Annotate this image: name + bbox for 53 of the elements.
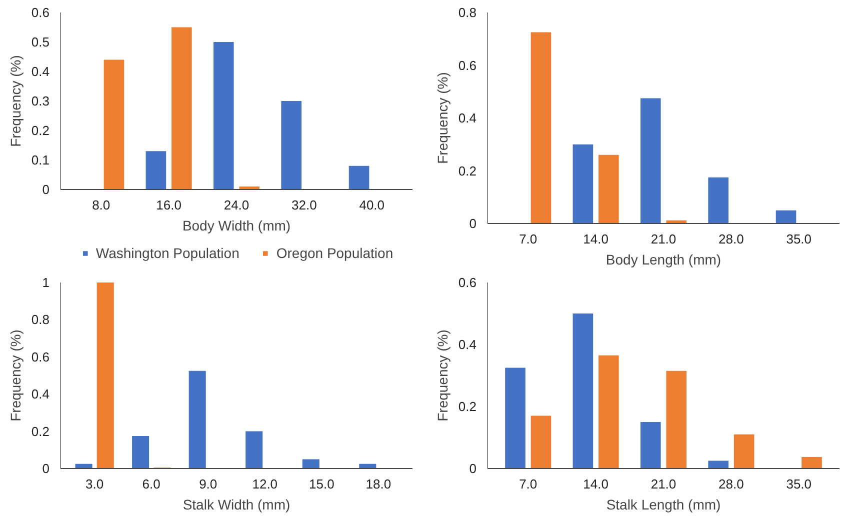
y-tick-label: 0.2 <box>458 163 477 178</box>
x-tick-label: 21.0 <box>650 232 676 246</box>
legend-label: Washington Population <box>96 245 240 261</box>
x-tick-label: 9.0 <box>199 476 218 492</box>
x-tick-label: 24.0 <box>224 198 250 212</box>
x-tick-label: 35.0 <box>786 232 812 246</box>
x-axis-title: Stalk Length (mm) <box>606 496 721 512</box>
x-tick-label: 32.0 <box>292 198 317 212</box>
x-tick-label: 3.0 <box>86 476 104 492</box>
y-tick-label: 0.6 <box>458 58 477 73</box>
x-tick-label: 28.0 <box>718 476 744 492</box>
y-tick-label: 0.8 <box>458 5 477 20</box>
x-axis-title: Stalk Width (mm) <box>182 496 290 512</box>
y-tick-label: 0.6 <box>458 275 477 290</box>
y-tick-label: 0.2 <box>458 399 477 414</box>
x-tick-label: 6.0 <box>142 476 160 492</box>
y-tick-label: 0.4 <box>31 64 50 79</box>
y-tick-label: 1 <box>42 275 50 290</box>
y-tick-label: 0.2 <box>31 123 50 138</box>
y-tick-label: 0.6 <box>31 349 50 364</box>
y-tick-label: 0 <box>469 461 477 476</box>
x-tick-label: 7.0 <box>519 232 538 246</box>
y-tick-label: 0.8 <box>31 312 50 328</box>
x-tick-label: 21.0 <box>650 476 676 492</box>
x-tick-label: 40.0 <box>359 198 385 212</box>
legend-label: Oregon Population <box>276 245 394 261</box>
y-tick-label: 0.5 <box>31 34 50 50</box>
y-tick-label: 0.4 <box>31 386 50 402</box>
x-tick-label: 28.0 <box>718 232 744 246</box>
x-tick-label: 8.0 <box>92 198 110 212</box>
x-tick-label: 14.0 <box>583 476 608 492</box>
y-tick-label: 0 <box>469 216 477 231</box>
y-tick-label: 0.2 <box>31 424 50 439</box>
x-axis-title: Body Length (mm) <box>606 252 722 268</box>
x-tick-label: 35.0 <box>786 476 812 492</box>
x-tick-label: 14.0 <box>583 232 608 246</box>
x-tick-label: 18.0 <box>366 476 392 492</box>
y-axis-title: Frequency (%) <box>7 55 24 147</box>
x-tick-label: 15.0 <box>309 476 334 492</box>
y-axis-title: Frequency (%) <box>434 72 450 164</box>
y-tick-label: 0.4 <box>458 110 477 126</box>
y-tick-label: 0.3 <box>31 94 50 108</box>
x-tick-label: 16.0 <box>156 198 182 212</box>
y-axis-title: Frequency (%) <box>434 330 450 422</box>
y-tick-label: 0 <box>42 461 50 476</box>
y-tick-label: 0.6 <box>31 5 50 20</box>
x-tick-label: 12.0 <box>252 476 278 492</box>
y-tick-label: 0.4 <box>458 337 477 352</box>
y-axis-title: Frequency (%) <box>7 330 24 422</box>
x-axis-title: Body Width (mm) <box>182 218 291 234</box>
x-tick-label: 7.0 <box>519 476 538 492</box>
y-tick-label: 0.1 <box>31 152 50 168</box>
y-tick-label: 0 <box>42 182 50 197</box>
